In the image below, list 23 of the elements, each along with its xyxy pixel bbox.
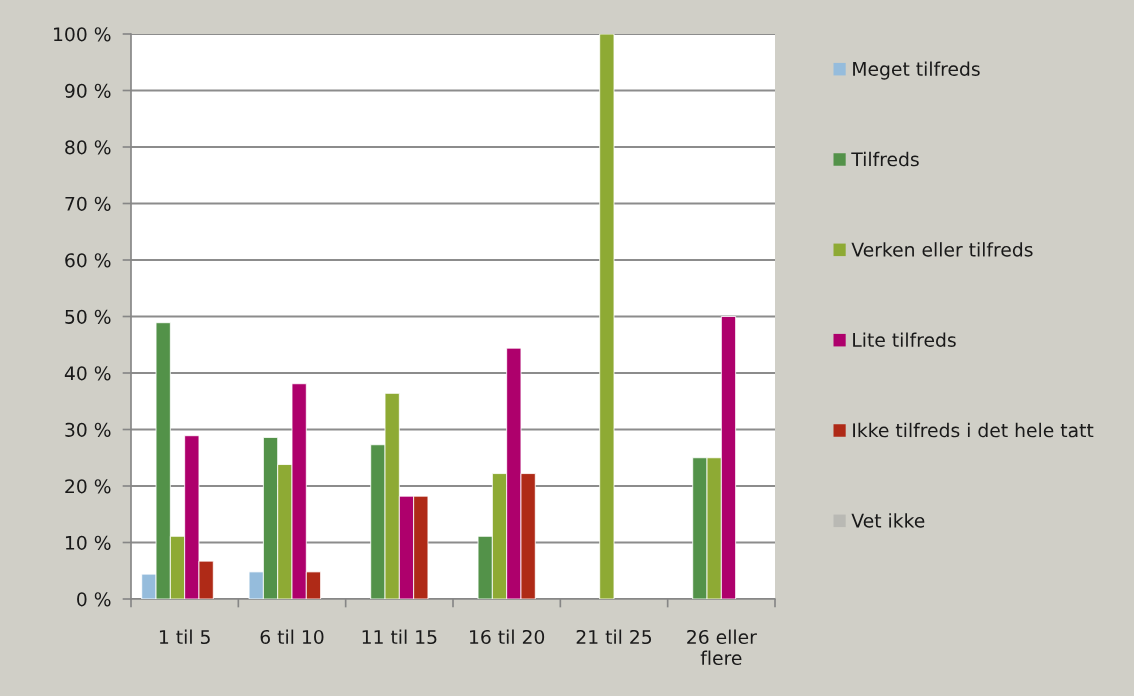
legend-label: Vet ikke xyxy=(851,513,925,528)
x-tick-label: 21 til 25 xyxy=(576,629,652,645)
y-tick-label: 50 % xyxy=(65,309,111,324)
x-tick-label: 6 til 10 xyxy=(260,629,324,645)
y-tick-label: 80 % xyxy=(65,140,111,155)
y-tick-label: 20 % xyxy=(65,479,111,494)
legend-label: Meget tilfreds xyxy=(853,61,980,80)
y-tick-label: 10 % xyxy=(65,535,111,550)
legend-label: Lite tilfreds xyxy=(853,332,956,348)
x-tick-label: 11 til 15 xyxy=(362,629,437,645)
y-tick-label: 0 % xyxy=(77,592,111,607)
x-tick-label: 1 til 5 xyxy=(159,629,210,645)
y-tick-label: 70 % xyxy=(65,196,111,211)
y-tick-label: 40 % xyxy=(64,366,111,381)
y-tick-label: 60 % xyxy=(65,253,111,268)
legend-label: Verken eller tilfreds xyxy=(851,242,1033,257)
legend-label: Ikke tilfreds i det hele tatt xyxy=(853,422,1094,438)
legend-label: Tilfreds xyxy=(851,151,919,167)
y-tick-label: 90 % xyxy=(65,83,111,98)
y-tick-label: 100 % xyxy=(54,27,111,42)
x-tick-label: 16 til 20 xyxy=(470,629,545,645)
y-tick-label: 30 % xyxy=(65,422,111,437)
x-tick-label: 26 eller flere xyxy=(687,629,757,666)
